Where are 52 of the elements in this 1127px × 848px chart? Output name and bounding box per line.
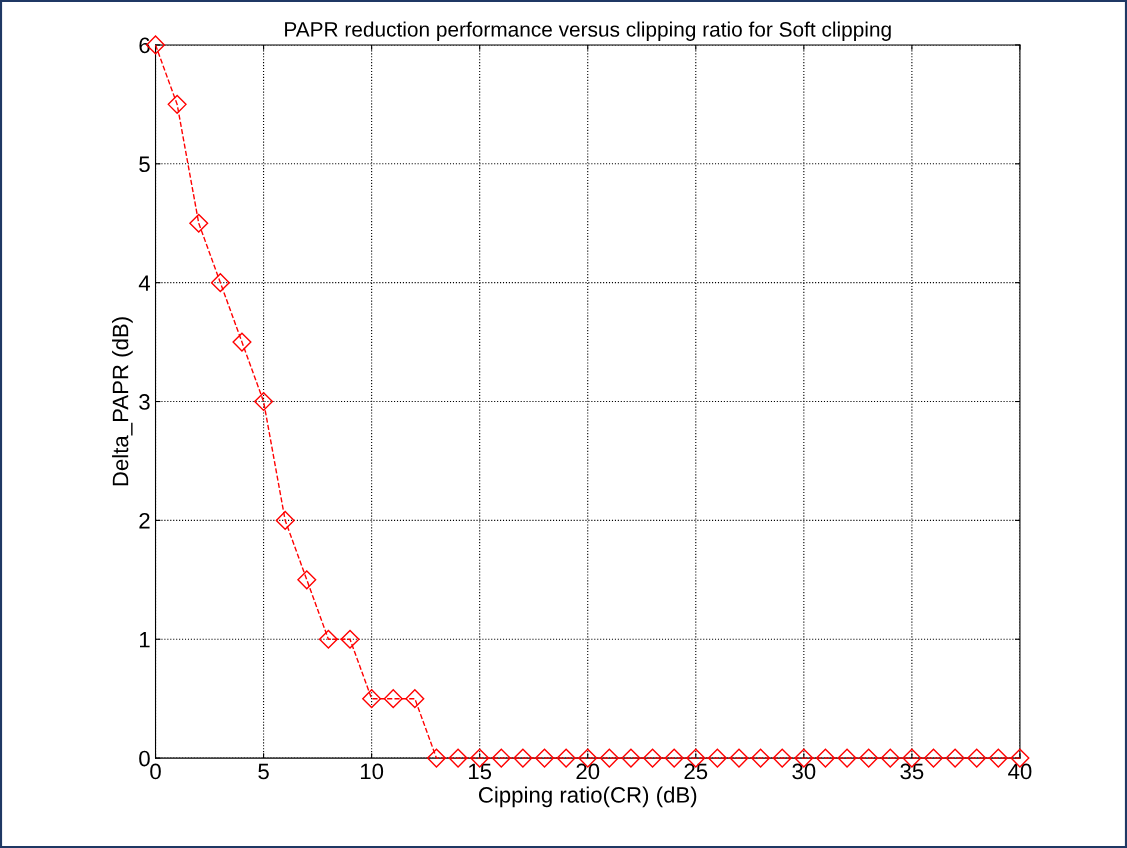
point (859, 748, 879, 768)
x-axis-title: Cipping ratio(CR) (dB) (478, 786, 697, 808)
point (383, 689, 403, 709)
x-tick-label: 20 (576, 763, 600, 780)
point (599, 748, 619, 768)
point (210, 273, 230, 293)
point (729, 748, 749, 768)
point (664, 748, 684, 768)
point (621, 748, 641, 768)
y-axis-title: Delta_PAPR (dB) (112, 317, 133, 486)
point (491, 748, 511, 768)
y-tick-label: 3 (139, 394, 150, 410)
point (923, 748, 944, 768)
y-tick-label: 4 (138, 275, 151, 291)
point (772, 748, 792, 768)
point (297, 570, 317, 590)
point (643, 748, 663, 768)
x-tick-label: 35 (900, 763, 924, 780)
point (254, 391, 274, 412)
point (189, 213, 209, 233)
point (751, 748, 771, 768)
x-tick-label: 30 (792, 763, 816, 780)
point (275, 510, 295, 530)
chart-title: PAPR reduction performance versus clipping ratio for Soft clipping (285, 21, 891, 41)
point (448, 748, 468, 768)
y-tick-label: 1 (140, 632, 150, 648)
point (167, 94, 187, 114)
x-tick-label: 25 (684, 763, 708, 780)
point (426, 748, 446, 768)
x-tick-label: 10 (360, 763, 384, 780)
point (988, 748, 1008, 768)
point (707, 748, 727, 768)
y-tick-label: 0 (139, 750, 150, 767)
point (815, 748, 835, 768)
point (945, 748, 965, 768)
x-tick-label: 5 (258, 763, 269, 780)
point (513, 748, 533, 768)
point (534, 748, 555, 768)
point (880, 748, 900, 768)
y-tick-label: 5 (139, 156, 150, 173)
point (556, 748, 576, 768)
point (405, 689, 425, 709)
x-tick-label: 40 (1008, 763, 1032, 780)
point (967, 748, 987, 768)
point (232, 332, 252, 352)
point (837, 748, 857, 768)
point (318, 629, 338, 649)
y-tick-label: 2 (139, 512, 150, 529)
point (340, 629, 360, 649)
point (362, 689, 382, 709)
x-tick-label: 15 (469, 763, 492, 780)
y-tick-label: 6 (139, 37, 150, 54)
